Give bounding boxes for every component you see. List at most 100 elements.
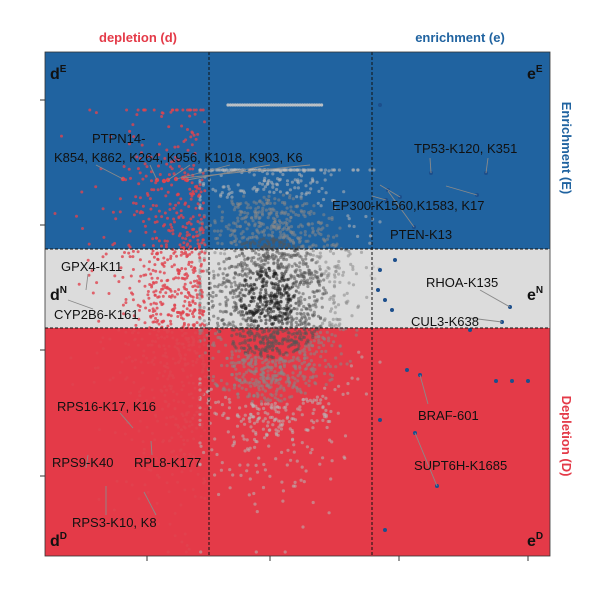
cloud-point [256, 393, 260, 397]
depletion-point [141, 204, 145, 208]
depletion-point [161, 111, 165, 115]
cloud-point [267, 360, 271, 364]
cloud-point [263, 417, 267, 421]
annotation-braf: BRAF-601 [418, 408, 479, 423]
depletion-point [184, 353, 187, 357]
depletion-point [140, 387, 143, 391]
leader-tp53 [485, 157, 489, 174]
depletion-point [101, 207, 105, 211]
depletion-point [171, 456, 175, 460]
cloud-point [299, 478, 303, 482]
depletion-point [190, 260, 194, 264]
cloud-point [322, 197, 326, 202]
cloud-point [317, 289, 321, 293]
cloud-point [249, 284, 253, 288]
cloud-point [229, 228, 233, 232]
depletion-point [142, 243, 146, 247]
cloud-point [280, 368, 284, 372]
depletion-point [201, 231, 205, 235]
cloud-point [305, 202, 309, 206]
cloud-point [268, 299, 272, 303]
depletion-point [203, 363, 207, 367]
depletion-point [202, 343, 206, 347]
depletion-point [159, 312, 163, 316]
depletion-point [187, 410, 190, 414]
cloud-point [275, 346, 279, 350]
cloud-point [208, 223, 212, 227]
cloud-point [295, 168, 299, 172]
depletion-point [185, 230, 189, 234]
depletion-point [203, 428, 207, 432]
cloud-point [253, 445, 257, 449]
depletion-point [191, 190, 195, 194]
cloud-point [277, 251, 281, 255]
cloud-point [310, 400, 315, 404]
depletion-point [81, 227, 84, 230]
cloud-point [280, 480, 284, 484]
depletion-point [163, 369, 167, 373]
depletion-point [135, 155, 139, 159]
depletion-point [187, 323, 191, 327]
cloud-point [312, 294, 316, 299]
annotation-rps3: RPS3-K10, K8 [72, 515, 157, 530]
depletion-point [188, 309, 192, 313]
cloud-point [252, 320, 256, 324]
depletion-point [148, 197, 152, 201]
cloud-point [252, 326, 256, 330]
cloud-point [257, 103, 261, 107]
depletion-point [147, 468, 151, 471]
depletion-point [131, 292, 135, 296]
depletion-point [132, 329, 136, 333]
cloud-point [287, 242, 291, 247]
cloud-point [219, 378, 223, 383]
cloud-point [294, 253, 299, 257]
cloud-point [269, 385, 273, 389]
cloud-point [285, 297, 289, 301]
cloud-point [220, 219, 224, 223]
cloud-point [313, 233, 317, 237]
depletion-point [132, 314, 136, 318]
depletion-point [173, 220, 176, 224]
leader-ep300 [379, 184, 401, 198]
cloud-point [257, 388, 261, 392]
depletion-point [157, 344, 161, 348]
depletion-point [201, 359, 205, 363]
cloud-point [262, 296, 266, 300]
cloud-point [293, 480, 297, 484]
cloud-point [272, 103, 276, 107]
depletion-point [193, 495, 197, 498]
cloud-point [294, 301, 298, 305]
cloud-point [230, 334, 234, 338]
depletion-point [167, 344, 171, 348]
depletion-point [163, 157, 167, 160]
cloud-point [240, 269, 244, 273]
cloud-point [279, 168, 283, 172]
depletion-point [138, 157, 142, 160]
cloud-point [291, 210, 296, 214]
cloud-point [326, 419, 330, 424]
cloud-point [316, 335, 321, 339]
cloud-point [265, 226, 269, 230]
cloud-point [299, 320, 303, 324]
cloud-point [276, 282, 280, 287]
depletion-point [101, 347, 105, 351]
cloud-point [240, 265, 244, 269]
cloud-point [275, 238, 279, 242]
cloud-point [323, 171, 327, 175]
cloud-point [267, 377, 271, 381]
cloud-point [198, 285, 202, 289]
cloud-point [324, 291, 328, 295]
depletion-point [151, 281, 155, 284]
cloud-point [244, 404, 248, 408]
depletion-point [95, 281, 99, 285]
depletion-point [173, 534, 177, 538]
cloud-point [295, 312, 299, 316]
depletion-point [141, 371, 144, 375]
cloud-point [262, 375, 266, 379]
depletion-point [117, 280, 121, 284]
cloud-point [245, 237, 250, 241]
cloud-point [310, 273, 314, 277]
depletion-point [145, 399, 148, 403]
cloud-point [211, 269, 215, 273]
cloud-point [232, 364, 236, 368]
